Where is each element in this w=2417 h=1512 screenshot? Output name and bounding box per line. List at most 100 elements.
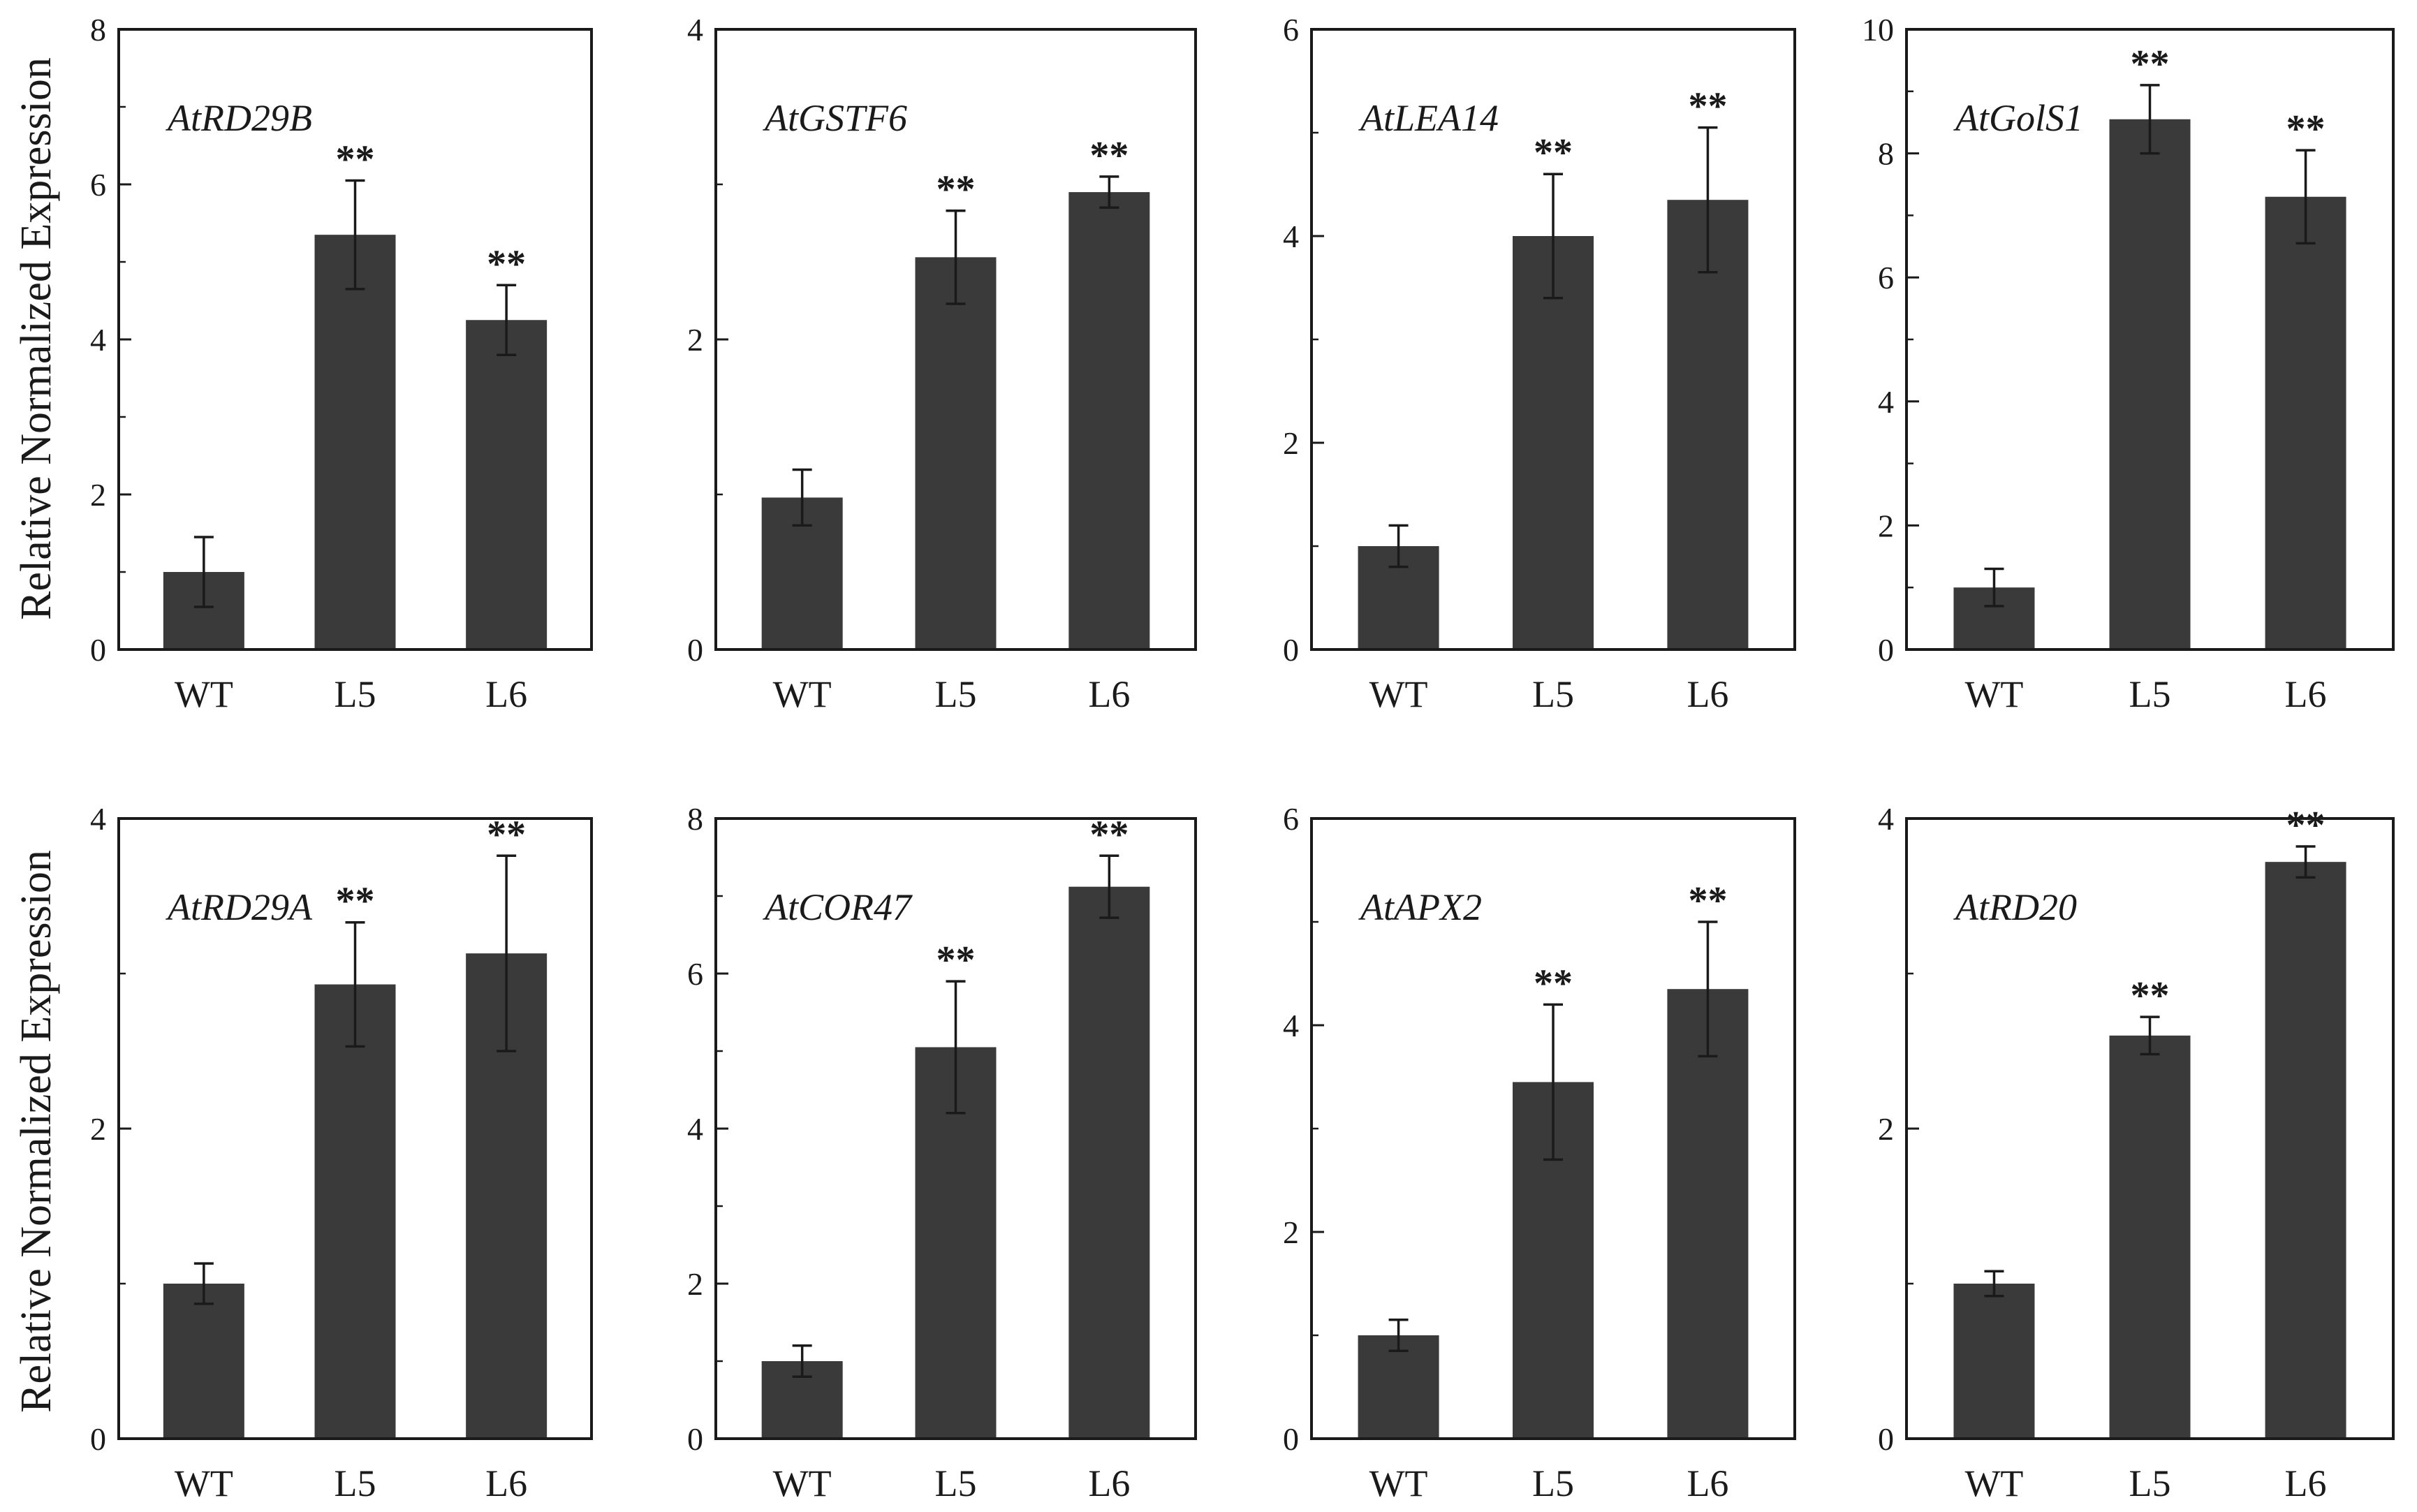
- panel-title: AtGSTF6: [763, 97, 907, 139]
- significance-marker: **: [1089, 813, 1129, 856]
- x-tick-label-L5: L5: [2129, 673, 2171, 715]
- x-tick-label-L5: L5: [1532, 673, 1574, 715]
- panel-AtRD29A: 0 2 4 WT ** L5 ** L6 AtRD29A: [90, 801, 593, 1504]
- x-tick-label-L6: L6: [485, 1462, 527, 1504]
- panel-AtRD20: 0 2 4 WT ** L5 ** L6 AtRD20: [1878, 801, 2395, 1504]
- y-tick-label: 6: [687, 956, 703, 992]
- y-tick-label: 4: [687, 12, 703, 47]
- panel-AtCOR47: 0 2 4 6 8 WT ** L5 ** L6 AtCOR47: [687, 801, 1197, 1504]
- panel-title: AtRD20: [1953, 886, 2077, 928]
- y-tick-label: 0: [687, 1421, 703, 1457]
- y-axis-title-top: Relative Normalized Expression: [13, 57, 60, 620]
- x-tick-label-L5: L5: [335, 1462, 376, 1504]
- significance-marker: **: [336, 138, 375, 181]
- x-tick-label-L6: L6: [1088, 1462, 1130, 1504]
- plot-frame: [1905, 28, 2395, 651]
- y-tick-label: 2: [687, 322, 703, 358]
- y-tick-label: 0: [90, 1421, 106, 1457]
- y-tick-label: 4: [687, 1111, 703, 1147]
- bar-L5: [2109, 1035, 2191, 1439]
- x-tick-label-L5: L5: [2129, 1462, 2171, 1504]
- plot-frame: [1905, 817, 2395, 1440]
- y-tick-label: 6: [90, 167, 106, 203]
- panel-AtGSTF6: 0 2 4 WT ** L5 ** L6 AtGSTF6: [687, 12, 1197, 715]
- y-tick-label: 2: [1878, 1111, 1894, 1147]
- y-tick-label: 8: [687, 801, 703, 837]
- significance-marker: **: [2286, 804, 2326, 847]
- x-tick-label-WT: WT: [175, 673, 233, 715]
- y-tick-label: 2: [1878, 508, 1894, 543]
- panel-title: AtRD29B: [166, 97, 312, 139]
- plot-frame: [1310, 817, 1796, 1440]
- bar-WT: [1358, 1335, 1439, 1439]
- y-tick-label: 0: [90, 632, 106, 668]
- x-tick-label-L6: L6: [1088, 673, 1130, 715]
- bar-L5: [314, 235, 396, 649]
- x-tick-label-WT: WT: [1964, 1462, 2023, 1504]
- x-tick-label-L6: L6: [1687, 673, 1728, 715]
- significance-marker: **: [1534, 131, 1573, 175]
- panel-title: AtLEA14: [1358, 97, 1499, 139]
- x-tick-label-L5: L5: [335, 673, 376, 715]
- y-tick-label: 4: [90, 322, 106, 358]
- significance-marker: **: [1089, 134, 1129, 177]
- y-tick-label: 2: [90, 1111, 106, 1147]
- bar-L6: [2265, 196, 2346, 649]
- x-tick-label-WT: WT: [1369, 673, 1428, 715]
- x-tick-label-WT: WT: [1964, 673, 2023, 715]
- y-tick-label: 4: [1283, 219, 1299, 254]
- bar-WT: [163, 1284, 244, 1439]
- plot-frame: [1310, 28, 1796, 651]
- y-tick-label: 4: [1283, 1008, 1299, 1043]
- bar-L6: [1068, 192, 1150, 650]
- x-tick-label-L6: L6: [2285, 673, 2327, 715]
- x-tick-label-L6: L6: [1687, 1462, 1728, 1504]
- y-tick-label: 0: [1283, 1421, 1299, 1457]
- significance-marker: **: [487, 242, 526, 286]
- x-tick-label-WT: WT: [773, 673, 832, 715]
- x-tick-label-WT: WT: [773, 1462, 832, 1504]
- y-tick-label: 8: [90, 12, 106, 47]
- y-tick-label: 0: [687, 632, 703, 668]
- significance-marker: **: [487, 813, 526, 856]
- y-tick-label: 0: [1878, 632, 1894, 668]
- panel-title: AtRD29A: [166, 886, 313, 928]
- y-tick-label: 2: [90, 477, 106, 513]
- significance-marker: **: [1534, 962, 1573, 1005]
- y-tick-label: 4: [1878, 801, 1894, 837]
- significance-marker: **: [2131, 43, 2170, 86]
- x-tick-label-WT: WT: [1369, 1462, 1428, 1504]
- bar-L5: [915, 257, 997, 650]
- bar-L5: [1513, 236, 1594, 649]
- bar-L6: [1667, 989, 1749, 1439]
- significance-marker: **: [936, 168, 976, 212]
- panel-AtRD29B: 0 2 4 6 8 WT ** L5 ** L6 AtRD29B: [90, 12, 593, 715]
- bar-L6: [2265, 862, 2346, 1439]
- y-tick-label: 10: [1862, 12, 1894, 47]
- bar-WT: [1953, 1284, 2035, 1439]
- y-axis-title-bottom: Relative Normalized Expression: [13, 850, 60, 1413]
- x-tick-label-L6: L6: [2285, 1462, 2327, 1504]
- significance-marker: **: [2286, 108, 2326, 151]
- panel-title: AtCOR47: [763, 886, 913, 928]
- bar-L5: [2109, 119, 2191, 649]
- y-tick-label: 4: [1878, 384, 1894, 420]
- significance-marker: **: [2131, 974, 2170, 1018]
- panel-AtLEA14: 0 2 4 6 WT ** L5 ** L6 AtLEA14: [1283, 12, 1796, 715]
- panel-title: AtGolS1: [1953, 97, 2083, 139]
- plot-frame: [117, 817, 593, 1440]
- bar-L6: [1068, 886, 1150, 1439]
- plot-frame: [714, 817, 1197, 1440]
- x-tick-label-WT: WT: [175, 1462, 233, 1504]
- y-tick-label: 6: [1283, 801, 1299, 837]
- y-tick-label: 6: [1283, 12, 1299, 47]
- bar-L5: [314, 984, 396, 1439]
- significance-marker: **: [336, 880, 375, 923]
- x-tick-label-L5: L5: [935, 1462, 977, 1504]
- panel-title: AtAPX2: [1358, 886, 1482, 928]
- bar-L6: [1667, 200, 1749, 649]
- y-tick-label: 0: [1283, 632, 1299, 668]
- bar-L6: [466, 320, 548, 649]
- plot-frame: [117, 28, 593, 651]
